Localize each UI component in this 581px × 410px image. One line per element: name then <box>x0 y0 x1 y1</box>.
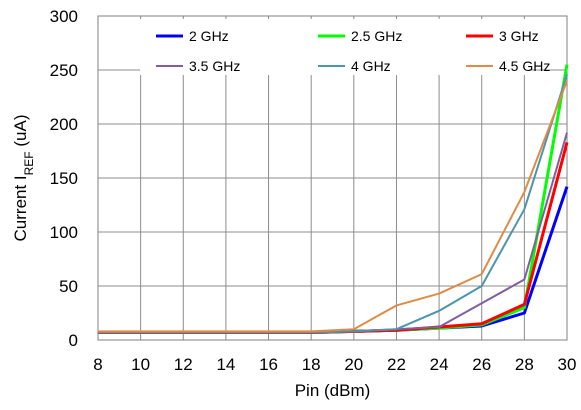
y-tick-label: 250 <box>50 61 78 80</box>
x-tick-label: 16 <box>259 355 278 374</box>
x-tick-label: 30 <box>558 355 577 374</box>
legend-label-5: 4.5 GHz <box>499 58 550 74</box>
x-tick-label: 18 <box>302 355 321 374</box>
legend-label-2: 3 GHz <box>499 28 539 44</box>
legend-label-1: 2.5 GHz <box>351 28 402 44</box>
x-tick-label: 24 <box>430 355 449 374</box>
y-tick-label: 0 <box>69 331 78 350</box>
x-tick-label: 12 <box>174 355 193 374</box>
x-tick-label: 10 <box>131 355 150 374</box>
y-tick-label: 300 <box>50 7 78 26</box>
x-tick-label: 8 <box>93 355 102 374</box>
series-line-2 <box>98 141 569 334</box>
plot-area <box>97 15 568 341</box>
y-tick-label: 150 <box>50 169 78 188</box>
y-tick-label: 50 <box>59 277 78 296</box>
y-axis-title-sub: REF <box>22 151 36 175</box>
x-axis-ticks: 8 10 12 14 16 18 20 22 24 26 28 30 <box>93 355 576 374</box>
y-axis-ticks: 0 50 100 150 200 250 300 <box>50 7 78 350</box>
y-tick-label: 200 <box>50 115 78 134</box>
y-axis-title-main: Current I <box>11 175 30 241</box>
x-tick-label: 22 <box>387 355 406 374</box>
x-tick-label: 14 <box>216 355 235 374</box>
y-tick-label: 100 <box>50 223 78 242</box>
x-tick-label: 26 <box>472 355 491 374</box>
series-line-5 <box>98 80 568 333</box>
series-line-1 <box>98 64 569 334</box>
series-lines <box>98 64 569 334</box>
series-line-3 <box>98 132 568 334</box>
x-tick-label: 20 <box>344 355 363 374</box>
legend-label-0: 2 GHz <box>189 28 229 44</box>
y-axis-title: Current IREF (uA) <box>11 115 36 242</box>
legend-label-4: 4 GHz <box>351 58 391 74</box>
y-axis-title-unit: (uA) <box>11 115 30 152</box>
series-line-4 <box>98 74 568 334</box>
legend: 2 GHz 2.5 GHz 3 GHz 3.5 GHz 4 GHz 4.5 GHz <box>140 19 550 75</box>
legend-label-3: 3.5 GHz <box>189 58 240 74</box>
x-axis-title: Pin (dBm) <box>295 381 371 400</box>
x-tick-label: 28 <box>515 355 534 374</box>
